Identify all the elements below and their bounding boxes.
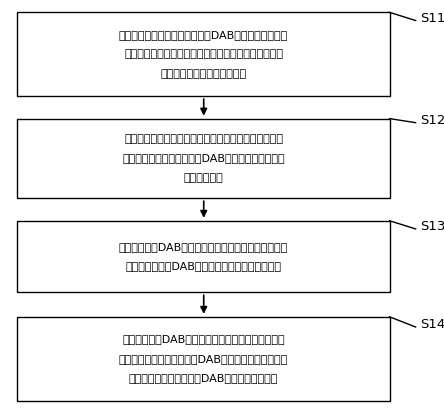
Text: 及移相比指令: 及移相比指令: [184, 173, 223, 183]
Text: 根据光伏电压参考值、实时获取DAB变换器一次侧分压: 根据光伏电压参考值、实时获取DAB变换器一次侧分压: [119, 30, 288, 40]
Text: 根据软开关区域控制量边界值、零电压占空比及移相比: 根据软开关区域控制量边界值、零电压占空比及移相比: [124, 134, 283, 144]
Text: S12: S12: [420, 114, 444, 127]
FancyBboxPatch shape: [17, 13, 389, 96]
Text: S13: S13: [420, 221, 444, 234]
Text: 压平衡方法，对DAB变换器的占空比指令进行修正: 压平衡方法，对DAB变换器的占空比指令进行修正: [126, 261, 281, 271]
Text: ，利用预设调制方法，得到DAB变换器的开关触发信号: ，利用预设调制方法，得到DAB变换器的开关触发信号: [119, 354, 288, 364]
Text: 界值、零电压占空比及移相比: 界值、零电压占空比及移相比: [160, 69, 246, 79]
FancyBboxPatch shape: [17, 221, 389, 292]
Text: 根据实时获取DAB变换器一次侧分压电容电压，利用电: 根据实时获取DAB变换器一次侧分压电容电压，利用电: [119, 242, 288, 252]
Text: 基于修正后的DAB变换器的占空比指令及移相比指令: 基于修正后的DAB变换器的占空比指令及移相比指令: [122, 334, 285, 344]
Text: S11: S11: [420, 12, 444, 25]
Text: ，结合滞环控制方法，确定DAB变换器的占空比指令: ，结合滞环控制方法，确定DAB变换器的占空比指令: [122, 153, 285, 163]
FancyBboxPatch shape: [17, 118, 389, 198]
FancyBboxPatch shape: [17, 317, 389, 401]
Text: ，开关触发信号用于控制DAB变换器的运行状态: ，开关触发信号用于控制DAB变换器的运行状态: [129, 373, 278, 383]
Text: 电容电压及二次侧输出电压，计算软开关区域控制量边: 电容电压及二次侧输出电压，计算软开关区域控制量边: [124, 49, 283, 59]
Text: S14: S14: [420, 319, 444, 332]
